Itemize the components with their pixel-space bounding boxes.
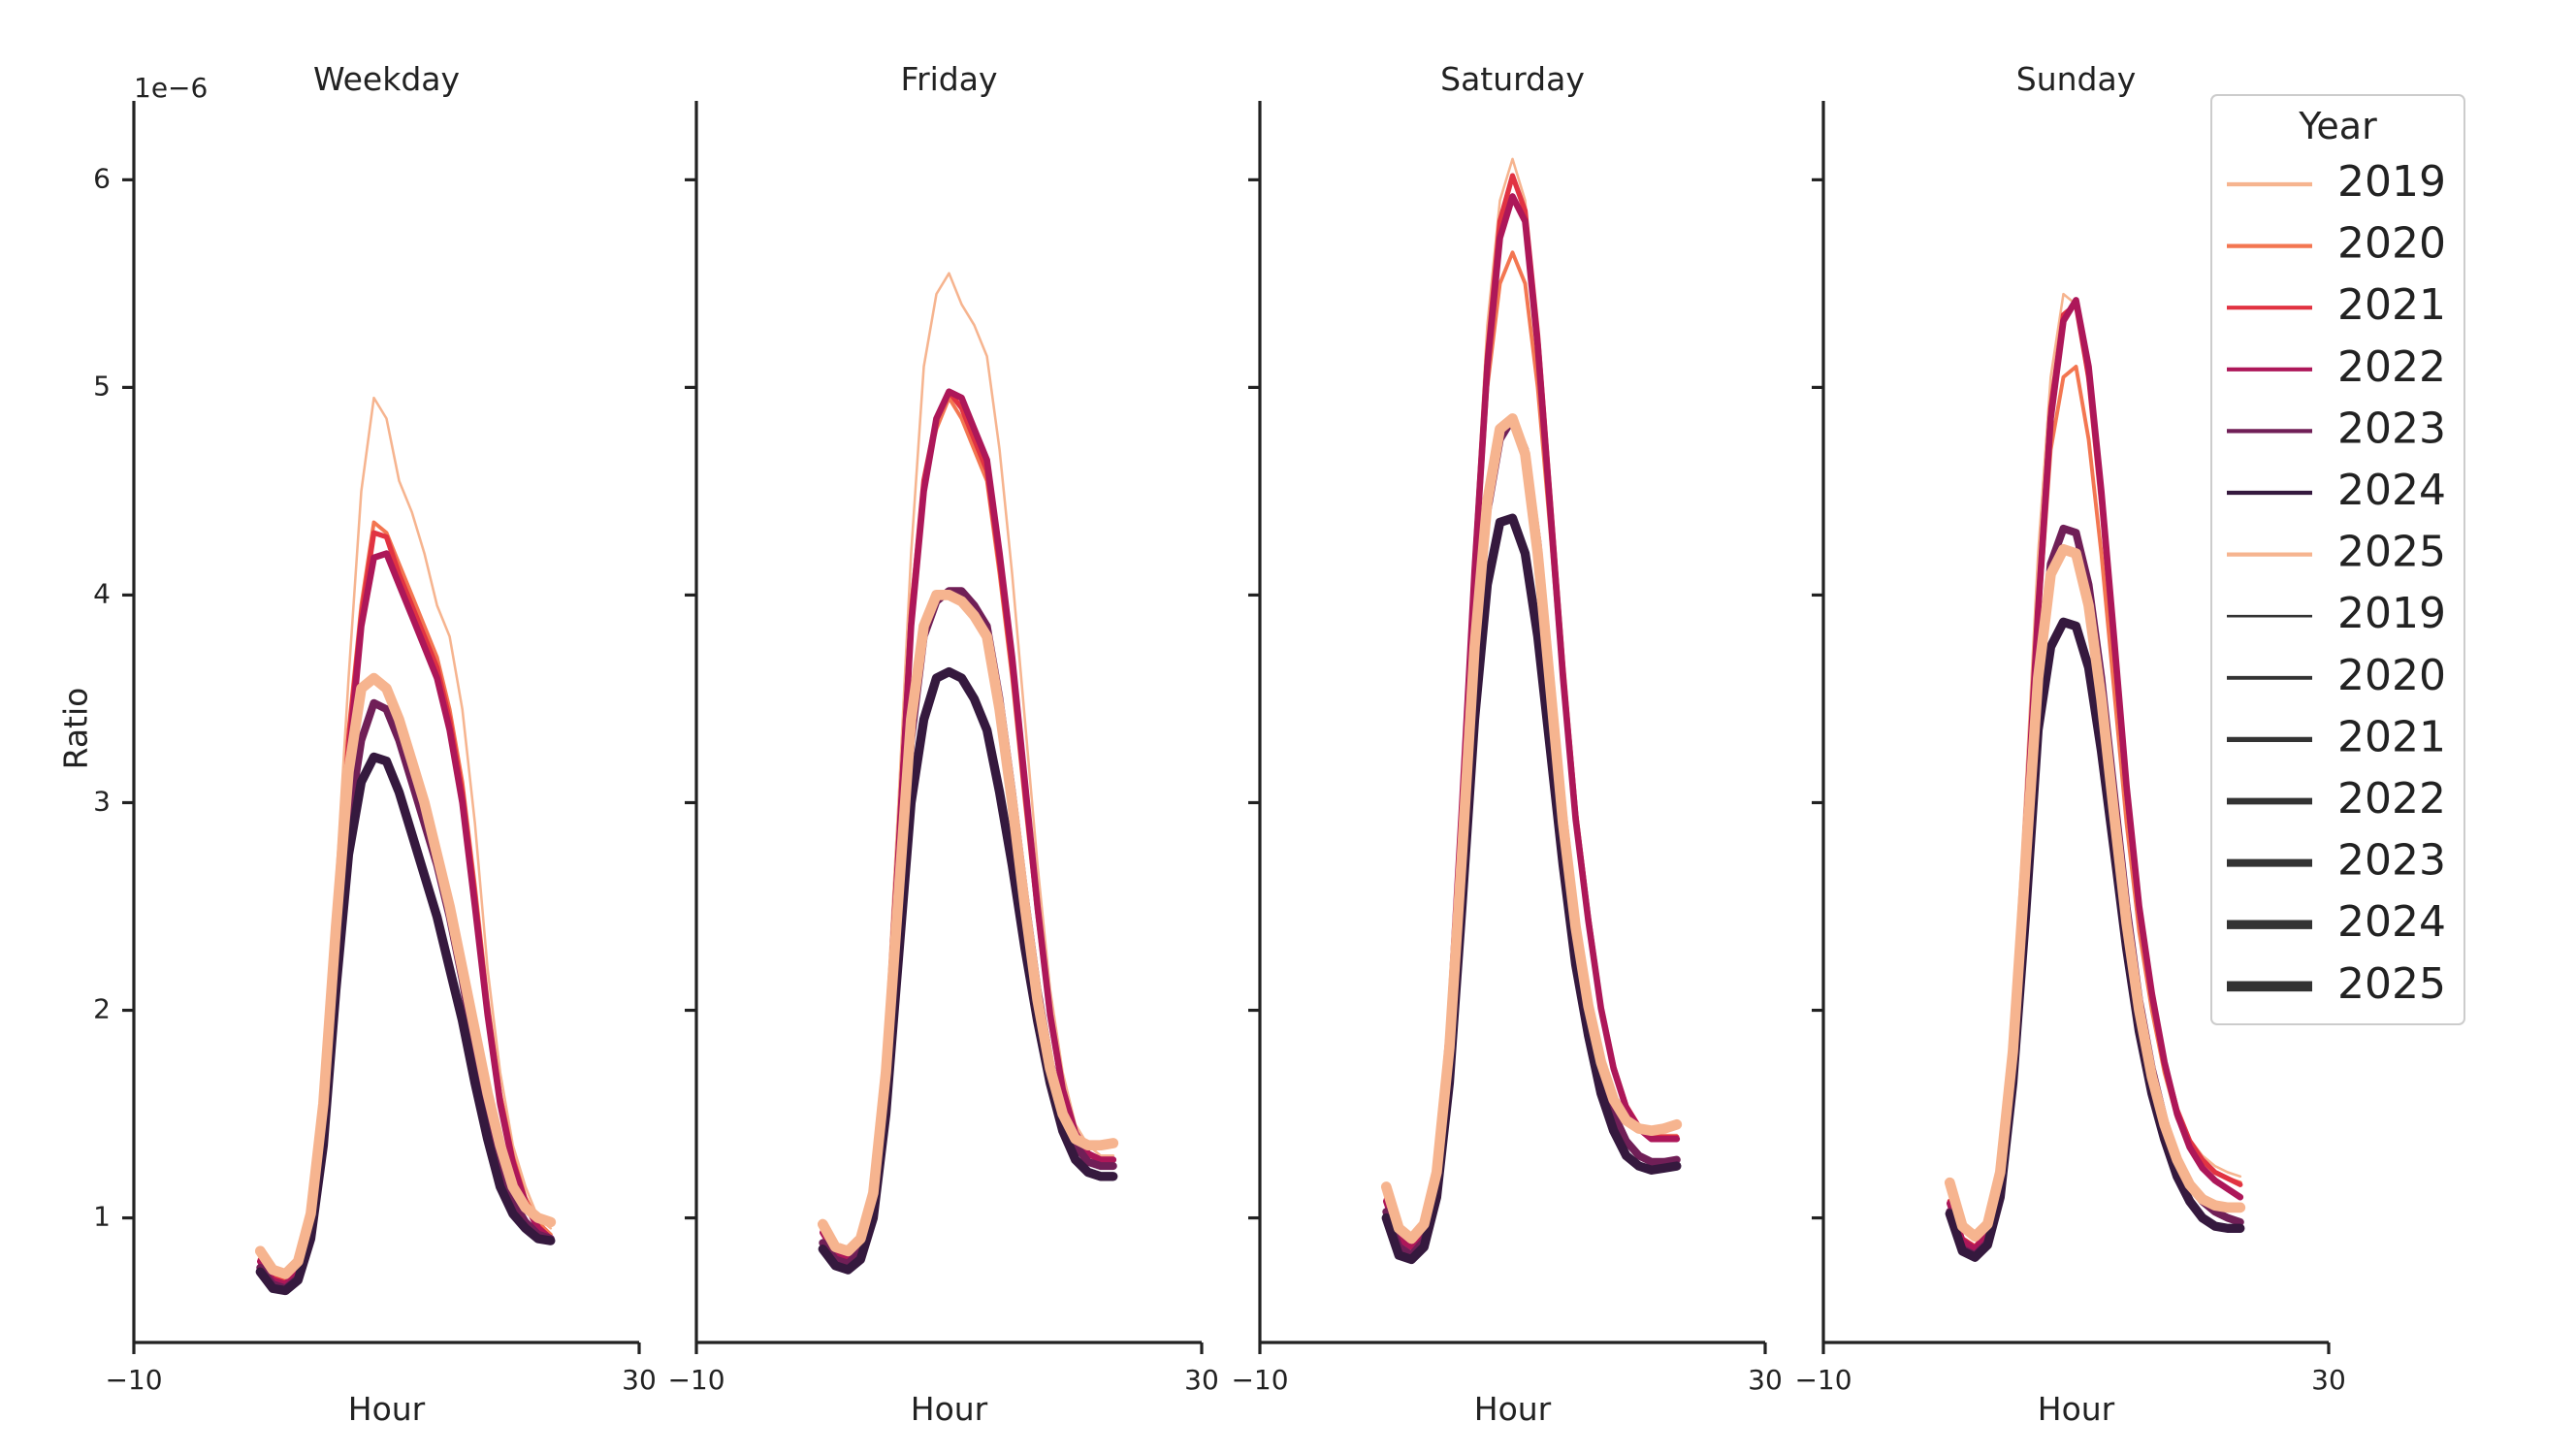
x-tick-label: −10 <box>667 1364 724 1396</box>
legend-size-label: 2023 <box>2337 836 2446 886</box>
legend-hue-label: 2019 <box>2337 157 2446 207</box>
x-tick-label: −10 <box>1794 1364 1852 1396</box>
panel-title: Saturday <box>1440 60 1585 98</box>
legend-size-label: 2022 <box>2337 774 2446 824</box>
x-tick-label: 30 <box>1748 1364 1783 1396</box>
series-line-2025 <box>254 672 557 1279</box>
y-tick-label: 2 <box>93 993 111 1025</box>
x-tick-label: 30 <box>622 1364 657 1396</box>
panel-saturday: Saturday −10 30 Hour <box>1231 60 1782 1428</box>
y-tick-label: 6 <box>93 162 111 194</box>
series-line-2024 <box>255 752 556 1296</box>
y-tick-label: 4 <box>93 577 111 609</box>
x-axis-label: Hour <box>1474 1390 1552 1428</box>
y-tick-label: 1 <box>93 1201 111 1233</box>
x-tick-label: 30 <box>1184 1364 1219 1396</box>
panel-sunday: Sunday −10 30 Hour <box>1794 60 2345 1428</box>
legend-size-label: 2024 <box>2337 897 2446 947</box>
legend-hue-label: 2021 <box>2337 280 2446 330</box>
legend-box <box>2210 94 2465 1025</box>
panel-weekday: Weekday 1 2 3 4 5 6 −10 30 Hour <box>93 60 657 1428</box>
panel-friday: Friday −10 30 Hour <box>667 60 1218 1428</box>
legend-size-label: 2019 <box>2337 589 2446 638</box>
legend-hue-label: 2025 <box>2337 528 2446 577</box>
legend-size-label: 2025 <box>2337 959 2446 1009</box>
y-axis-label: Ratio <box>57 688 95 770</box>
x-tick-label: −10 <box>1231 1364 1288 1396</box>
series-line-2025 <box>1380 413 1683 1245</box>
panel-title: Friday <box>900 60 997 98</box>
series-line-2025 <box>817 590 1119 1257</box>
legend-title: Year <box>2298 105 2377 147</box>
legend-hue-label: 2023 <box>2337 404 2446 453</box>
series-line-2024 <box>818 666 1118 1275</box>
x-axis-label: Hour <box>348 1390 426 1428</box>
y-tick-label: 5 <box>93 370 111 402</box>
legend: Year 2019 2020 2021 2022 2023 2024 2025 2019 2020… <box>2210 94 2465 1025</box>
y-offset-text: 1e−6 <box>134 72 208 104</box>
x-tick-label: 30 <box>2311 1364 2346 1396</box>
series-line-2024 <box>1945 617 2245 1262</box>
panel-title: Sunday <box>2016 60 2136 98</box>
x-axis-label: Hour <box>911 1390 988 1428</box>
y-tick-label: 3 <box>93 785 111 817</box>
series-line-2024 <box>1381 513 1682 1265</box>
legend-hue-label: 2024 <box>2337 466 2446 515</box>
legend-size-label: 2021 <box>2337 712 2446 761</box>
x-axis-label: Hour <box>2038 1390 2115 1428</box>
x-tick-label: −10 <box>105 1364 162 1396</box>
panel-title: Weekday <box>313 60 460 98</box>
legend-hue-label: 2020 <box>2337 219 2446 269</box>
legend-hue-label: 2022 <box>2337 342 2446 392</box>
legend-size-label: 2020 <box>2337 651 2446 700</box>
series-line-2025 <box>1944 543 2246 1243</box>
